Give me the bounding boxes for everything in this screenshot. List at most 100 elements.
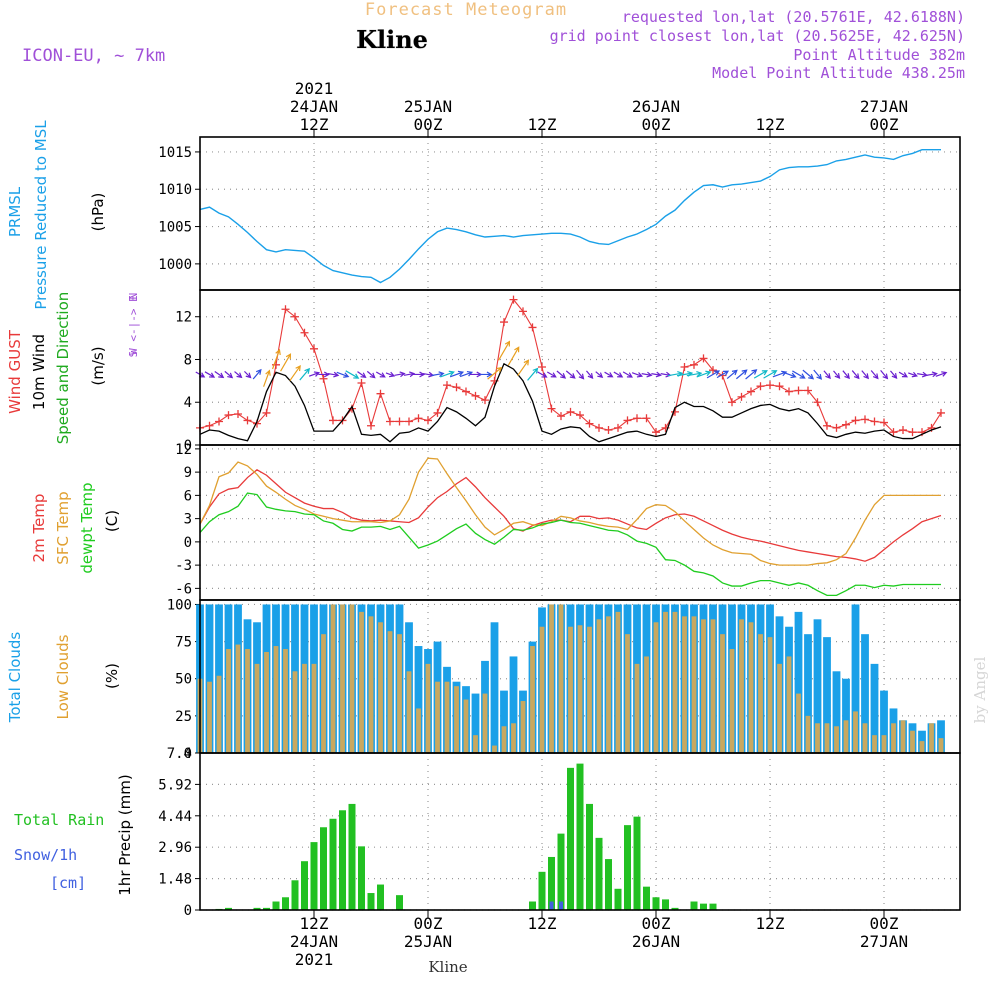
low-cloud-bar	[663, 611, 668, 753]
low-cloud-bar	[368, 616, 374, 753]
low-cloud-bar	[245, 649, 250, 753]
gust-marker	[310, 344, 318, 353]
y-tick-label: 1005	[158, 220, 192, 236]
rain-bar	[643, 886, 650, 910]
wind-panel: 0 4 8 12	[175, 290, 960, 454]
y-tick-label: 3	[184, 512, 192, 528]
wind-ylabel-gust: Wind GUST	[6, 329, 24, 414]
rain-bar	[529, 901, 536, 910]
top-time-label: 00Z	[414, 115, 443, 134]
y-tick-label: 0	[184, 746, 192, 762]
pressure-ylabel-2: Pressure Reduced to MSL	[32, 120, 50, 310]
requested-coords: requested lon,lat (20.5761E, 42.6188N)	[622, 8, 965, 26]
low-cloud-bar	[349, 604, 355, 753]
rain-bar	[614, 888, 622, 910]
low-cloud-bar	[473, 735, 478, 753]
low-cloud-bar	[207, 681, 212, 753]
low-cloud-bar	[644, 656, 649, 753]
wind-direction-arrow	[870, 370, 879, 380]
wind-direction-arrow	[641, 371, 653, 378]
gust-marker	[576, 411, 584, 420]
wind-direction-arrow	[890, 370, 898, 380]
y-tick-label: 5.92	[158, 777, 192, 793]
precip-legend-snow: Snow/1h	[14, 846, 77, 864]
gust-marker	[319, 374, 328, 383]
y-tick-label: 2.96	[158, 840, 192, 856]
temp-ylabel-2m: 2m Temp	[30, 494, 48, 563]
wind-direction-arrow	[527, 367, 539, 381]
rain-bar	[652, 897, 660, 910]
total-cloud-bar	[870, 663, 879, 753]
low-cloud-bar	[929, 723, 934, 753]
pressure-ylabel-unit: (hPa)	[89, 193, 107, 232]
low-cloud-bar	[577, 625, 583, 753]
low-cloud-bar	[321, 634, 326, 753]
rain-bar	[291, 880, 299, 910]
top-time-label: 24JAN	[290, 97, 338, 116]
wind-direction-arrow	[252, 368, 262, 380]
y-tick-label: 1015	[158, 145, 192, 161]
wind-direction-arrow	[716, 370, 730, 379]
low-cloud-bar	[786, 656, 792, 753]
pressure-line	[199, 148, 941, 284]
low-cloud-bar	[302, 663, 307, 753]
wind-direction-arrow	[366, 370, 376, 379]
wind-direction-arrow	[763, 370, 778, 379]
gust-marker	[452, 383, 461, 392]
y-tick-label: 9	[184, 465, 192, 481]
wind-direction-arrow	[745, 369, 758, 380]
low-cloud-bar	[815, 723, 820, 753]
wind-direction-arrow	[651, 371, 662, 378]
rain-bar	[624, 825, 631, 910]
low-cloud-bar	[425, 663, 431, 753]
gust-marker	[281, 305, 290, 314]
wind-direction-arrow	[706, 370, 721, 379]
low-cloud-bar	[530, 646, 535, 753]
bottom-time-label: 12Z	[300, 914, 329, 933]
wind-direction-arrow	[696, 370, 712, 378]
y-tick-label: 0	[184, 903, 192, 919]
rain-bar	[595, 837, 603, 910]
low-cloud-bar	[587, 626, 592, 753]
watermark: by Angel	[971, 656, 989, 723]
gust-marker	[300, 328, 309, 337]
gust-marker	[880, 418, 888, 427]
wind-direction-arrow	[440, 370, 455, 378]
wind-direction-arrow	[926, 371, 938, 378]
low-cloud-bar	[454, 686, 459, 753]
wind-direction-arrow	[336, 371, 350, 378]
temperature-frame	[199, 444, 961, 601]
pressure-ylabel-1: PRMSL	[6, 186, 24, 237]
low-cloud-bar	[292, 671, 298, 753]
rain-bar	[339, 810, 346, 910]
total-cloud-bar	[937, 720, 945, 753]
gust-marker	[205, 421, 214, 430]
low-cloud-bar	[767, 637, 773, 753]
gust-marker	[424, 416, 432, 425]
rain-bar	[225, 907, 232, 910]
wind-direction-arrow	[243, 370, 252, 379]
wind-direction-arrow	[431, 371, 445, 378]
rain-bar	[557, 833, 565, 910]
bottom-time-label: 26JAN	[632, 932, 680, 951]
model-label: ICON-EU, ~ 7km	[22, 46, 165, 66]
wind-direction-arrow	[299, 367, 311, 381]
gust-marker	[329, 416, 337, 425]
top-time-label: 00Z	[870, 115, 899, 134]
gust-marker	[509, 295, 518, 304]
low-cloud-bar	[444, 681, 450, 753]
wind-direction-arrow	[214, 370, 225, 379]
rain-bar	[700, 903, 707, 910]
low-cloud-bar	[701, 619, 706, 753]
gust-marker	[357, 379, 366, 387]
wind-direction-arrow	[613, 371, 624, 378]
rain-bar	[377, 884, 384, 910]
gust-marker	[557, 412, 565, 421]
total-cloud-bar	[813, 619, 822, 753]
low-cloud-bar	[283, 649, 288, 753]
low-cloud-bar	[615, 611, 621, 753]
y-tick-label: 0	[184, 535, 192, 551]
rain-bar	[272, 901, 280, 910]
rain-bar	[329, 818, 337, 910]
